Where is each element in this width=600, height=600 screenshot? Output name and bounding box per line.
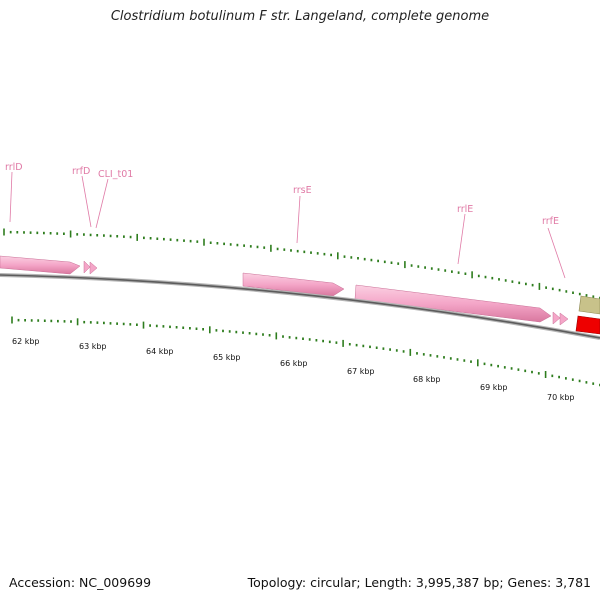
rrlD-feature[interactable] [0,255,81,275]
gene-label-CLI_t01[interactable]: CLI_t01 [95,169,133,229]
gene-label-text: rrsE [293,185,312,196]
red-feature[interactable] [575,315,600,335]
genome-summary-text: Topology: circular; Length: 3,995,387 bp… [247,575,591,590]
genome-title: Clostridium botulinum F str. Langeland, … [110,9,490,24]
scale-label: 69 kbp [480,383,508,392]
olive-feature[interactable] [578,295,600,315]
scale-label: 67 kbp [347,367,375,376]
gene-label-rrlE[interactable]: rrlE [457,204,473,265]
gene-label-text: CLI_t01 [98,169,133,180]
upper-scale-ticks [3,228,600,300]
gene-label-text: rrfE [542,216,559,227]
gene-label-text: rrlD [5,162,23,173]
gene-label-rrfD[interactable]: rrfD [72,166,92,228]
scale-labels: 62 kbp 63 kbp 64 kbp 65 kbp 66 kbp 67 kb… [12,337,575,402]
accession-text: Accession: NC_009699 [9,575,152,590]
genome-backbone-core [0,274,600,339]
rrfE2-feature[interactable] [559,312,569,326]
scale-label: 63 kbp [79,342,107,351]
scale-label: 62 kbp [12,337,40,346]
rrfE-feature[interactable] [552,311,561,325]
scale-label: 66 kbp [280,359,308,368]
scale-label: 70 kbp [547,393,575,402]
gene-label-text: rrfD [72,166,90,177]
scale-label: 65 kbp [213,353,241,362]
scale-label: 68 kbp [413,375,441,384]
gene-label-rrfE[interactable]: rrfE [542,216,566,279]
gene-label-text: rrlE [457,204,473,215]
rrfD-feature[interactable] [83,260,91,274]
rrlE-feature[interactable] [354,284,552,323]
gene-label-rrlD[interactable]: rrlD [5,162,23,223]
gene-label-rrsE[interactable]: rrsE [293,185,312,244]
CLI_t01-feature[interactable] [89,261,98,275]
scale-label: 64 kbp [146,347,174,356]
lower-scale-ticks [11,316,600,387]
rrsE-feature[interactable] [242,272,345,297]
